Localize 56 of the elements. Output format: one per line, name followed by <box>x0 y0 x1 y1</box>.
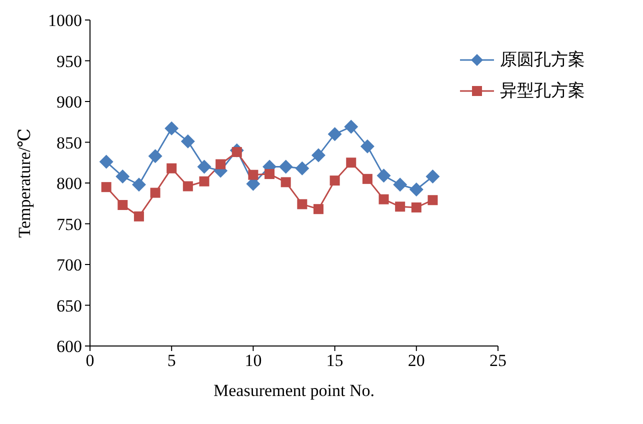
legend-label: 异型孔方案 <box>500 80 585 102</box>
y-tick-label: 650 <box>56 296 82 316</box>
point <box>116 169 130 184</box>
point <box>428 195 438 206</box>
x-tick-label: 0 <box>86 351 94 370</box>
point <box>346 158 356 168</box>
y-tick-label: 800 <box>56 174 82 194</box>
point <box>118 200 128 210</box>
point <box>360 139 374 154</box>
point <box>409 182 424 197</box>
y-tick-label: 600 <box>56 337 82 356</box>
point <box>199 176 210 186</box>
y-tick-label: 850 <box>56 133 82 152</box>
point <box>328 127 342 142</box>
y-axis-title: Temperature/℃ <box>15 128 34 238</box>
point <box>248 170 258 180</box>
y-tick-label: 1000 <box>48 11 82 30</box>
point <box>395 202 406 212</box>
point <box>182 181 193 192</box>
y-tick-label: 750 <box>56 214 82 234</box>
point <box>426 169 440 184</box>
point <box>313 204 324 214</box>
point <box>150 188 160 198</box>
point <box>297 199 308 210</box>
point <box>311 148 326 162</box>
point <box>180 134 195 148</box>
point <box>378 194 389 204</box>
point <box>344 120 358 134</box>
point <box>280 177 291 188</box>
point <box>197 160 212 174</box>
point <box>330 176 340 186</box>
point <box>362 174 372 184</box>
x-tick-label: 10 <box>244 351 262 370</box>
point <box>264 169 275 180</box>
y-tick-label: 900 <box>56 92 82 112</box>
x-tick-label: 15 <box>326 351 344 370</box>
point <box>411 202 422 212</box>
x-tick-label: 5 <box>167 351 176 370</box>
point <box>134 211 144 222</box>
point <box>148 149 162 164</box>
legend-label: 原圆孔方案 <box>500 49 585 71</box>
point <box>295 161 310 176</box>
x-tick-label: 20 <box>408 351 425 370</box>
x-axis-title: Measurement point No. <box>214 381 374 400</box>
point <box>101 182 112 192</box>
point <box>278 160 293 174</box>
point <box>376 168 391 183</box>
x-tick-label: 25 <box>490 351 506 370</box>
point <box>216 159 226 170</box>
point <box>393 178 408 192</box>
y-tick-label: 950 <box>56 52 82 71</box>
point <box>166 163 177 174</box>
point <box>132 178 146 192</box>
y-tick-label: 700 <box>56 256 82 275</box>
point <box>99 154 114 169</box>
point <box>164 121 179 136</box>
